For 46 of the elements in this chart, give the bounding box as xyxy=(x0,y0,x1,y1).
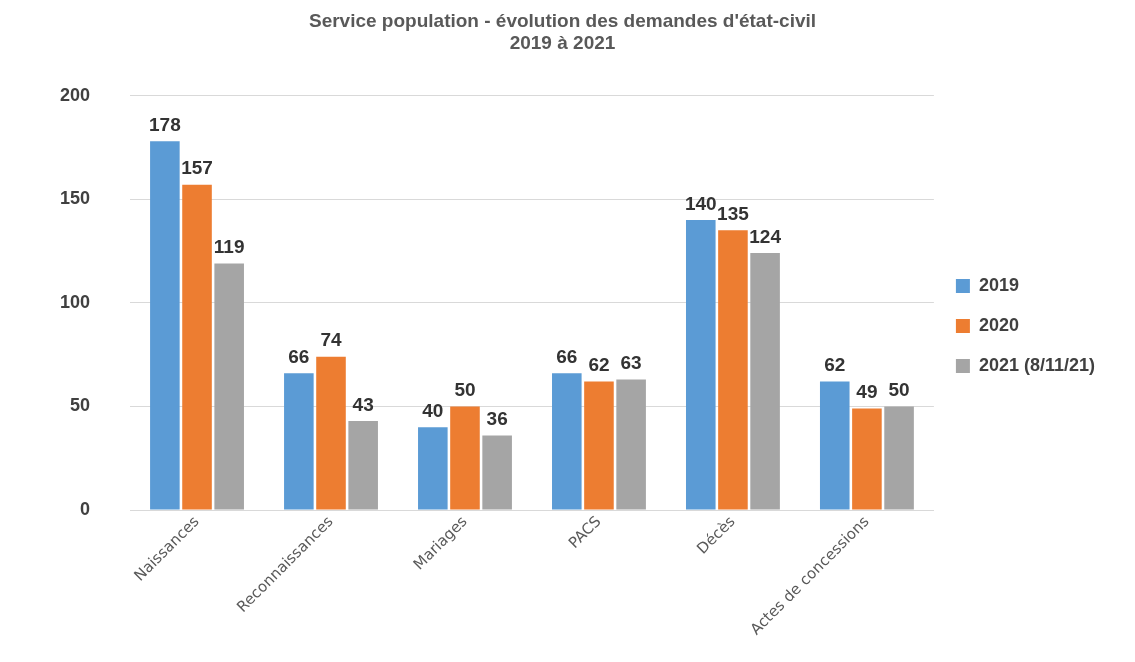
bar xyxy=(348,420,378,510)
data-label: 36 xyxy=(486,408,508,430)
data-label: 50 xyxy=(888,379,910,401)
data-label: 135 xyxy=(717,203,750,225)
data-label: 62 xyxy=(588,354,610,376)
bar xyxy=(616,379,646,510)
legend-label: 2020 xyxy=(978,314,1019,335)
data-label: 66 xyxy=(288,346,310,367)
y-tick-label: 0 xyxy=(80,498,91,519)
data-label: 74 xyxy=(320,329,342,351)
data-label: 63 xyxy=(620,352,642,374)
data-label: 140 xyxy=(684,192,717,214)
bar xyxy=(718,230,748,510)
bar xyxy=(584,381,614,510)
bar xyxy=(150,141,180,510)
y-tick-label: 100 xyxy=(59,291,91,312)
bar xyxy=(284,373,314,510)
bar xyxy=(418,427,448,510)
data-label: 66 xyxy=(556,346,578,367)
bar xyxy=(819,381,850,510)
y-tick-label: 150 xyxy=(59,188,91,209)
bar xyxy=(750,253,780,510)
legend-label: 2021 (8/11/21) xyxy=(978,354,1096,375)
bar xyxy=(852,408,882,510)
bar xyxy=(482,435,512,510)
data-label: 43 xyxy=(352,393,374,415)
y-tick-label: 50 xyxy=(70,395,91,416)
bar xyxy=(884,406,914,510)
data-label: 178 xyxy=(149,113,181,135)
chart-subtitle: 2019 à 2021 xyxy=(509,32,616,54)
data-label: 119 xyxy=(213,236,245,258)
bar xyxy=(685,219,716,510)
data-label: 50 xyxy=(454,379,476,401)
y-tick-label: 200 xyxy=(59,84,91,105)
data-label: 124 xyxy=(749,225,782,247)
bar xyxy=(182,184,212,510)
chart-title: Service population - évolution des demandes d'état-civil xyxy=(308,9,817,31)
bar xyxy=(450,406,480,510)
data-label: 62 xyxy=(824,354,846,376)
bar xyxy=(316,356,346,510)
data-label: 49 xyxy=(856,381,878,403)
data-label: 157 xyxy=(181,157,213,179)
bar xyxy=(552,373,582,510)
data-label: 40 xyxy=(422,399,444,421)
legend-label: 2019 xyxy=(978,274,1019,295)
bar xyxy=(214,263,244,510)
